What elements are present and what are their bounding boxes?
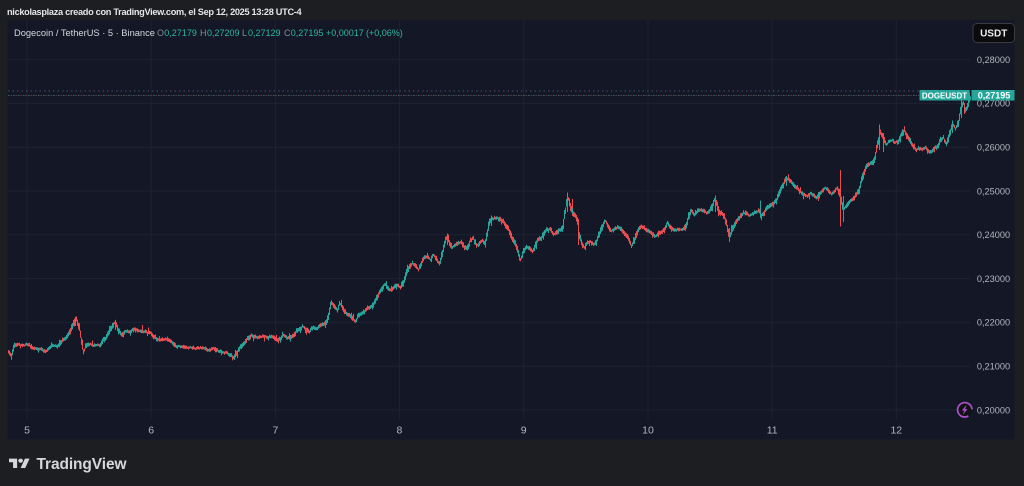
svg-text:O: O [157,28,164,38]
svg-text:DOGEUSDT: DOGEUSDT [922,91,967,100]
svg-text:0,27179: 0,27179 [164,28,197,38]
svg-text:5: 5 [24,424,30,436]
svg-text:0,27000: 0,27000 [977,99,1010,109]
svg-text:H: H [200,28,207,38]
svg-text:0,23000: 0,23000 [977,274,1010,284]
svg-text:0,27195: 0,27195 [291,28,324,38]
svg-text:TradingView: TradingView [37,456,128,473]
svg-text:0,26000: 0,26000 [977,143,1010,153]
svg-text:0,27209: 0,27209 [207,28,240,38]
svg-text:10: 10 [642,424,654,436]
svg-text:(+0,06%): (+0,06%) [366,28,403,38]
svg-text:6: 6 [148,424,154,436]
svg-text:USDT: USDT [980,29,1007,40]
svg-text:0,22000: 0,22000 [977,318,1010,328]
svg-text:Dogecoin / TetherUS · 5 · Bina: Dogecoin / TetherUS · 5 · Binance [14,28,155,38]
svg-text:0,20000: 0,20000 [977,405,1010,415]
svg-text:7: 7 [272,424,278,436]
svg-text:0,27129: 0,27129 [248,28,281,38]
svg-text:11: 11 [767,424,778,436]
svg-text:12: 12 [890,424,902,436]
svg-text:9: 9 [521,424,527,436]
svg-text:0,27195: 0,27195 [978,90,1011,100]
svg-text:0,25000: 0,25000 [977,186,1010,196]
svg-text:8: 8 [396,424,402,436]
svg-text:0,21000: 0,21000 [977,362,1010,372]
svg-text:0,24000: 0,24000 [977,230,1010,240]
svg-text:0,28000: 0,28000 [977,55,1010,65]
svg-text:L: L [242,28,247,38]
svg-text:C: C [284,28,291,38]
svg-text:nickolasplaza creado con Tradi: nickolasplaza creado con TradingView.com… [7,7,303,17]
svg-text:+0,00017: +0,00017 [326,28,364,38]
